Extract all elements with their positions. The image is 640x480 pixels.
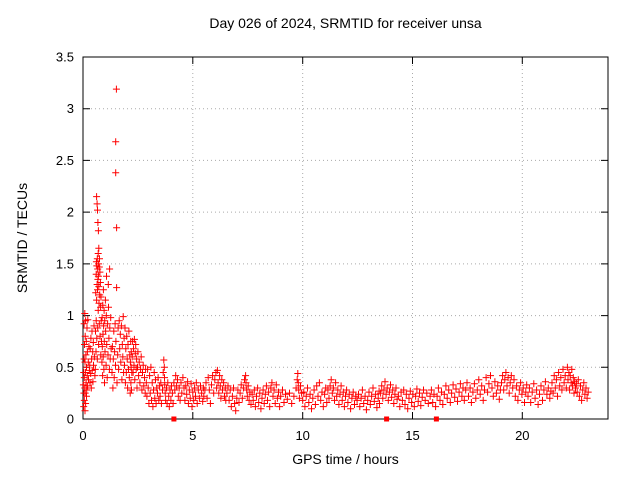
x-tick-label: 0 xyxy=(79,428,86,443)
chart-title: Day 026 of 2024, SRMTID for receiver uns… xyxy=(209,15,482,31)
data-square-zero-flags xyxy=(171,416,177,422)
x-tick-label: 5 xyxy=(189,428,196,443)
y-tick-label: 1 xyxy=(67,308,74,323)
x-axis-label: GPS time / hours xyxy=(292,451,399,467)
gridlines xyxy=(83,57,608,419)
x-tick-label: 10 xyxy=(295,428,309,443)
data-points-srmtid xyxy=(79,85,592,415)
y-tick-label: 1.5 xyxy=(56,256,74,271)
data-square-zero-flags xyxy=(433,416,439,422)
x-tick-label: 20 xyxy=(515,428,529,443)
y-tick-label: 0 xyxy=(67,412,74,427)
y-tick-label: 2 xyxy=(67,205,74,220)
plot-border xyxy=(82,56,609,420)
x-tick-label: 15 xyxy=(405,428,419,443)
y-tick-label: 0.5 xyxy=(56,360,74,375)
axis-ticks xyxy=(82,56,608,420)
y-tick-label: 3.5 xyxy=(56,50,74,65)
data-square-zero-flags xyxy=(384,416,390,422)
y-tick-label: 3 xyxy=(67,101,74,116)
y-tick-label: 2.5 xyxy=(56,153,74,168)
